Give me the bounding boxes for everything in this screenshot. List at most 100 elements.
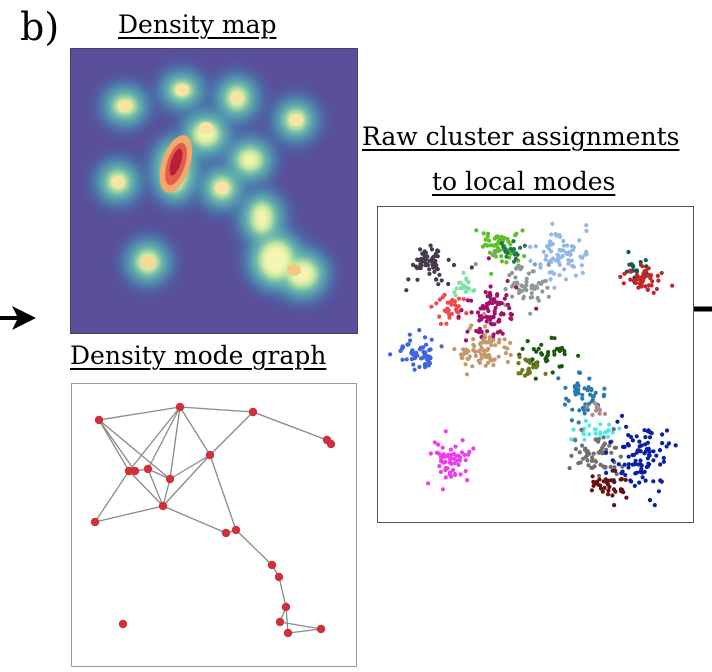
graph-node bbox=[118, 619, 128, 629]
cluster-point bbox=[469, 265, 474, 270]
cluster-point bbox=[409, 357, 414, 362]
cluster-point bbox=[408, 338, 413, 343]
cluster-point bbox=[651, 479, 656, 484]
cluster-point bbox=[508, 251, 513, 256]
cluster-point bbox=[563, 385, 568, 390]
density-peak bbox=[199, 122, 213, 134]
cluster-point bbox=[673, 443, 678, 448]
cluster-point bbox=[586, 463, 591, 468]
cluster-point bbox=[492, 322, 497, 327]
graph-edge bbox=[98, 406, 181, 421]
cluster-point bbox=[628, 478, 633, 483]
cluster-point bbox=[661, 455, 666, 461]
cluster-point bbox=[411, 362, 416, 367]
cluster-point bbox=[580, 443, 585, 448]
cluster-point bbox=[398, 348, 403, 353]
cluster-point bbox=[573, 446, 578, 452]
cluster-point bbox=[652, 503, 657, 508]
cluster-point bbox=[451, 262, 457, 268]
cluster-point bbox=[492, 252, 497, 257]
cluster-point bbox=[436, 249, 441, 254]
cluster-point bbox=[534, 360, 539, 365]
cluster-point bbox=[597, 408, 603, 413]
cluster-point bbox=[422, 255, 427, 260]
cluster-point bbox=[527, 369, 532, 374]
cluster-point bbox=[469, 323, 474, 328]
graph-edge bbox=[98, 419, 171, 480]
cluster-point bbox=[586, 385, 591, 390]
cluster-point bbox=[520, 367, 525, 373]
cluster-point bbox=[473, 353, 478, 358]
graph-node bbox=[267, 560, 277, 570]
cluster-20 bbox=[589, 468, 629, 508]
cluster-point bbox=[576, 420, 581, 425]
cluster-point bbox=[654, 286, 659, 292]
cluster-point bbox=[576, 391, 581, 396]
cluster-point bbox=[463, 338, 469, 343]
cluster-point bbox=[613, 445, 618, 450]
cluster-point bbox=[606, 488, 611, 493]
cluster-point bbox=[610, 458, 615, 463]
cluster-point bbox=[459, 355, 465, 360]
cluster-point bbox=[454, 286, 459, 291]
cluster-point bbox=[424, 357, 430, 362]
cluster-point bbox=[479, 352, 484, 357]
cluster-point bbox=[482, 311, 487, 317]
cluster-point bbox=[492, 249, 497, 254]
cluster-point bbox=[415, 257, 420, 262]
cluster-point bbox=[459, 308, 464, 313]
cluster-point bbox=[477, 326, 482, 331]
cluster-point bbox=[623, 477, 628, 482]
cluster-point bbox=[578, 254, 583, 259]
cluster-point bbox=[625, 441, 630, 447]
cluster-point bbox=[429, 247, 435, 252]
cluster-point bbox=[478, 306, 483, 311]
cluster-point bbox=[504, 260, 509, 265]
cluster-point bbox=[555, 252, 560, 257]
cluster-point bbox=[489, 271, 494, 276]
cluster-point bbox=[439, 278, 444, 283]
cluster-point bbox=[567, 466, 572, 471]
cluster-point bbox=[493, 305, 498, 310]
cluster-point bbox=[474, 228, 479, 233]
cluster-point bbox=[638, 458, 643, 463]
cluster-point bbox=[415, 277, 420, 282]
cluster-5 bbox=[473, 252, 551, 316]
cluster-point bbox=[457, 455, 463, 460]
cluster-point bbox=[540, 289, 545, 294]
graph-node bbox=[130, 466, 140, 476]
cluster-point bbox=[593, 408, 599, 413]
cluster-point bbox=[552, 285, 557, 290]
cluster-point bbox=[432, 269, 437, 274]
cluster-point bbox=[632, 462, 638, 467]
cluster-point bbox=[560, 253, 565, 259]
graph-edge bbox=[209, 411, 254, 456]
cluster-point bbox=[608, 440, 613, 445]
cluster-21 bbox=[426, 429, 476, 492]
cluster-point bbox=[407, 332, 412, 337]
cluster-point bbox=[479, 356, 484, 361]
cluster-point bbox=[497, 301, 502, 306]
cluster-point bbox=[579, 263, 584, 268]
cluster-point bbox=[622, 462, 627, 467]
cluster-point bbox=[425, 263, 430, 268]
cluster-point bbox=[593, 459, 599, 464]
cluster-point bbox=[566, 398, 571, 403]
cluster-point bbox=[490, 358, 495, 363]
cluster-point bbox=[437, 464, 442, 469]
cluster-point bbox=[545, 285, 550, 290]
cluster-point bbox=[600, 451, 605, 456]
cluster-point bbox=[602, 386, 607, 391]
cluster-10 bbox=[388, 328, 444, 372]
cluster-point bbox=[633, 458, 638, 463]
cluster-point bbox=[464, 372, 470, 377]
cluster-point bbox=[622, 271, 627, 276]
cluster-point bbox=[660, 432, 665, 437]
cluster-point bbox=[496, 319, 501, 324]
cluster-point bbox=[524, 279, 529, 284]
cluster-point bbox=[605, 492, 611, 497]
cluster-point bbox=[472, 343, 477, 349]
cluster-point bbox=[608, 464, 613, 469]
cluster-point bbox=[657, 448, 663, 453]
cluster-point bbox=[466, 286, 472, 291]
